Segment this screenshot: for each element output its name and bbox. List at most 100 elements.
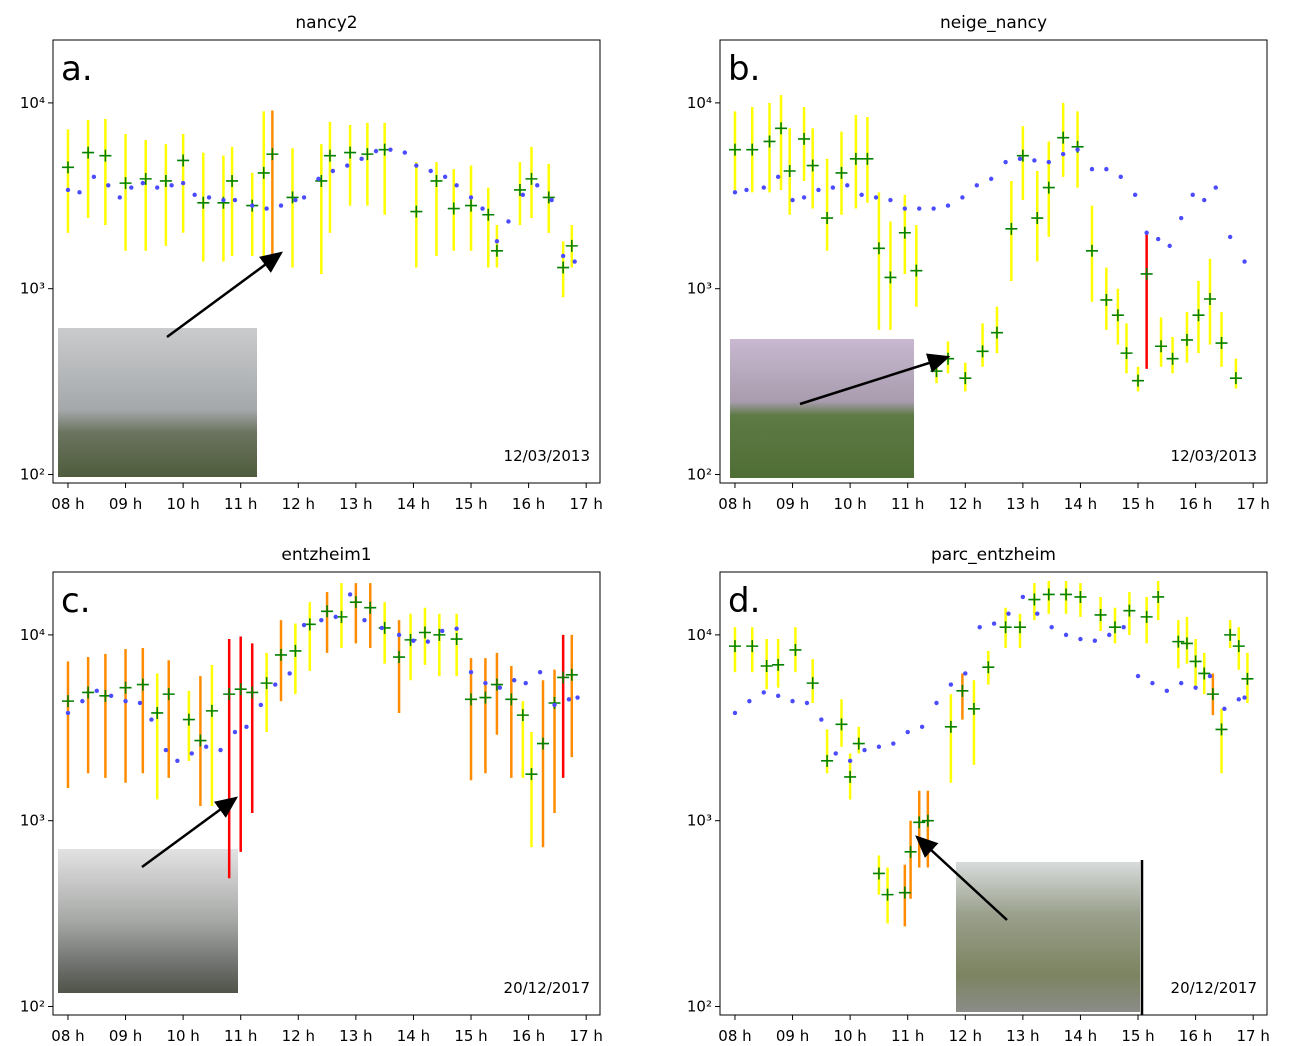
dot-marker	[963, 671, 968, 676]
dot-marker	[388, 147, 393, 152]
cross-marker	[557, 261, 570, 274]
dot-marker	[775, 174, 781, 180]
dot-marker	[902, 206, 908, 211]
x-tick-label: 17 h	[569, 495, 602, 513]
dot-marker	[506, 219, 511, 224]
dot-marker	[218, 747, 223, 753]
x-tick-label: 11 h	[224, 495, 257, 513]
cross-marker	[1100, 293, 1113, 306]
cross-marker	[1005, 222, 1018, 235]
dot-marker	[278, 203, 284, 208]
cross-marker	[1203, 293, 1216, 306]
cross-marker	[976, 345, 989, 358]
cross-marker	[910, 264, 923, 277]
dot-marker	[1060, 151, 1066, 157]
x-tick-label: 09 h	[109, 495, 142, 513]
y-tick-label: 10²	[687, 997, 712, 1015]
panel-label: d.	[728, 581, 760, 621]
dot-marker	[1179, 215, 1184, 221]
cross-marker	[197, 196, 210, 209]
dot-marker	[155, 185, 160, 190]
cross-marker	[1189, 655, 1202, 668]
dot-marker	[747, 698, 752, 704]
cross-marker	[872, 242, 885, 255]
panel-label: c.	[61, 581, 91, 621]
x-tick-label: 12 h	[949, 495, 982, 513]
y-tick-label: 10⁴	[687, 626, 712, 644]
dot-marker	[94, 688, 99, 694]
dot-marker	[862, 747, 867, 753]
dot-marker	[1135, 673, 1141, 679]
dot-marker	[203, 744, 209, 749]
arrow	[799, 353, 951, 406]
dot-marker	[790, 197, 795, 203]
cross-marker	[536, 737, 549, 750]
dot-marker	[1032, 158, 1037, 163]
cross-marker	[1123, 604, 1136, 617]
y-tick-label: 10²	[20, 465, 45, 483]
dot-marker	[1063, 632, 1069, 638]
dot-marker	[816, 187, 821, 193]
cross-marker	[1060, 588, 1073, 601]
cross-marker	[323, 149, 336, 162]
dot-marker	[1213, 185, 1218, 190]
cross-marker	[956, 684, 969, 697]
dot-marker	[575, 695, 580, 700]
cross-marker	[490, 244, 503, 257]
y-tick-label: 10⁴	[687, 94, 712, 112]
dot-marker	[91, 174, 97, 180]
cross-marker	[821, 212, 834, 225]
cross-marker	[246, 686, 259, 699]
y-tick-label: 10³	[20, 812, 45, 830]
x-tick-label: 14 h	[1064, 495, 1097, 513]
dot-marker	[258, 702, 264, 708]
dot-marker	[1049, 624, 1054, 630]
x-tick-label: 16 h	[512, 1027, 545, 1045]
dot-marker	[468, 669, 474, 675]
dot-marker	[468, 195, 474, 200]
cross-marker	[525, 172, 538, 185]
dot-marker	[373, 148, 379, 154]
cross-marker	[479, 691, 492, 704]
cross-marker	[410, 205, 423, 218]
cross-marker	[1172, 635, 1185, 648]
cross-marker	[1042, 181, 1055, 194]
x-tick-label: 11 h	[891, 495, 924, 513]
cross-marker	[1224, 628, 1237, 641]
cross-marker	[861, 152, 874, 165]
x-tick-label: 08 h	[51, 1027, 84, 1045]
dot-marker	[232, 729, 238, 735]
x-tick-label: 11 h	[224, 1027, 257, 1045]
photo-inset	[58, 328, 257, 477]
cross-marker	[393, 651, 406, 664]
dot-marker	[244, 724, 249, 730]
dot-marker	[775, 693, 781, 699]
cross-marker	[728, 640, 741, 653]
x-tick-label: 16 h	[512, 495, 545, 513]
dot-marker	[396, 632, 402, 638]
dot-marker	[1202, 197, 1207, 203]
panel: parc_entzheim 08 h 09 h 10 h 11 h 12 h 13 h 14 …	[687, 545, 1270, 1045]
cross-marker	[139, 172, 152, 185]
y-tick-label: 10⁴	[20, 626, 45, 644]
dot-marker	[379, 625, 384, 631]
cross-marker	[959, 372, 972, 385]
cross-marker	[136, 678, 149, 691]
cross-marker	[275, 648, 288, 661]
dot-marker	[1006, 611, 1011, 616]
dot-marker	[65, 710, 71, 716]
cross-marker	[447, 202, 460, 215]
dot-marker	[744, 187, 749, 193]
x-tick-label: 08 h	[718, 495, 751, 513]
x-tick-label: 13 h	[1006, 1027, 1039, 1045]
cross-marker	[177, 154, 190, 167]
dot-marker	[905, 729, 910, 735]
arrow	[141, 796, 239, 869]
cross-marker	[746, 143, 759, 156]
dot-marker	[1164, 688, 1170, 694]
dot-marker	[549, 197, 554, 203]
dot-marker	[974, 183, 980, 188]
plot-frame	[719, 39, 1268, 484]
x-tick-label: 10 h	[166, 495, 199, 513]
dot-marker	[523, 680, 528, 686]
